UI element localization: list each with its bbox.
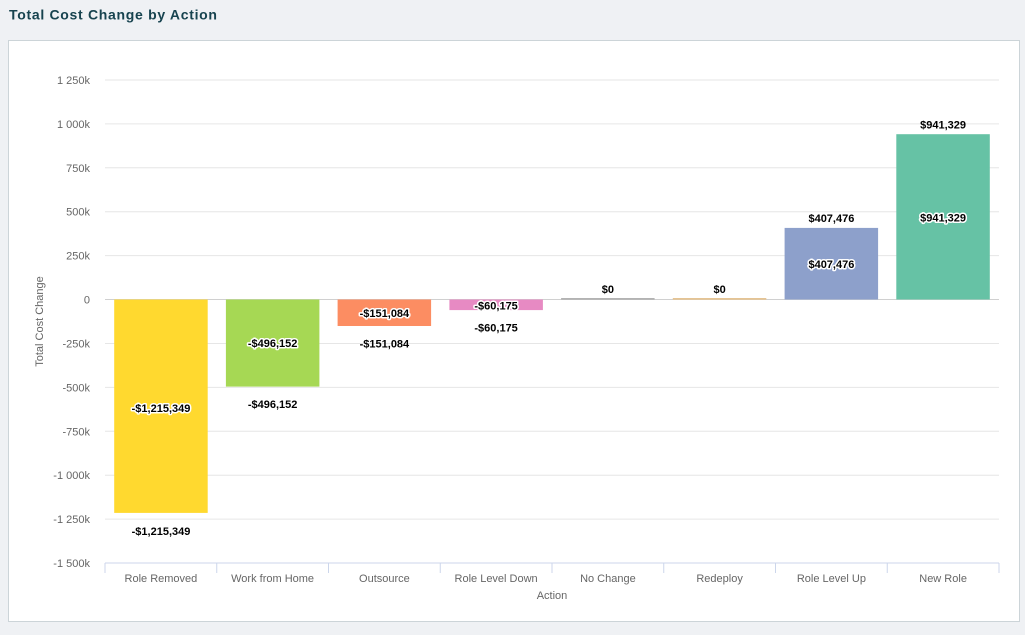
svg-text:New Role: New Role bbox=[919, 573, 967, 585]
svg-text:No Change: No Change bbox=[580, 573, 636, 585]
svg-text:750k: 750k bbox=[66, 163, 90, 175]
svg-text:-$496,152: -$496,152 bbox=[248, 338, 298, 350]
svg-text:-1 000k: -1 000k bbox=[53, 470, 90, 482]
svg-text:$407,476: $407,476 bbox=[808, 213, 854, 225]
svg-text:-1 500k: -1 500k bbox=[53, 558, 90, 570]
svg-text:$407,476: $407,476 bbox=[808, 259, 854, 271]
svg-text:-1 250k: -1 250k bbox=[53, 514, 90, 526]
svg-text:Role Level Up: Role Level Up bbox=[797, 573, 866, 585]
svg-text:$0: $0 bbox=[713, 284, 725, 296]
svg-text:-750k: -750k bbox=[62, 426, 90, 438]
svg-text:-500k: -500k bbox=[62, 382, 90, 394]
svg-text:-250k: -250k bbox=[62, 339, 90, 351]
svg-text:-$496,152: -$496,152 bbox=[248, 399, 298, 411]
svg-text:Action: Action bbox=[537, 590, 568, 602]
svg-text:-$151,084: -$151,084 bbox=[360, 339, 410, 351]
svg-text:$941,329: $941,329 bbox=[920, 213, 966, 225]
svg-text:0: 0 bbox=[84, 295, 90, 307]
svg-text:$0: $0 bbox=[602, 284, 614, 296]
svg-text:Role Removed: Role Removed bbox=[125, 573, 198, 585]
svg-text:Total Cost Change by Action: Total Cost Change by Action bbox=[9, 7, 218, 23]
svg-text:-$1,215,349: -$1,215,349 bbox=[132, 403, 191, 415]
svg-text:-$151,084: -$151,084 bbox=[360, 308, 410, 320]
svg-text:250k: 250k bbox=[66, 251, 90, 263]
svg-text:Outsource: Outsource bbox=[359, 573, 410, 585]
svg-text:1 250k: 1 250k bbox=[57, 75, 91, 87]
svg-text:-$60,175: -$60,175 bbox=[474, 323, 517, 335]
svg-text:Role Level Down: Role Level Down bbox=[455, 573, 538, 585]
svg-text:500k: 500k bbox=[66, 207, 90, 219]
svg-text:-$1,215,349: -$1,215,349 bbox=[132, 526, 191, 538]
svg-text:-$60,175: -$60,175 bbox=[474, 301, 517, 313]
svg-text:Total Cost Change: Total Cost Change bbox=[34, 276, 46, 367]
svg-text:1 000k: 1 000k bbox=[57, 119, 91, 131]
svg-text:Redeploy: Redeploy bbox=[696, 573, 743, 585]
svg-text:Work from Home: Work from Home bbox=[231, 573, 314, 585]
svg-text:$941,329: $941,329 bbox=[920, 120, 966, 132]
